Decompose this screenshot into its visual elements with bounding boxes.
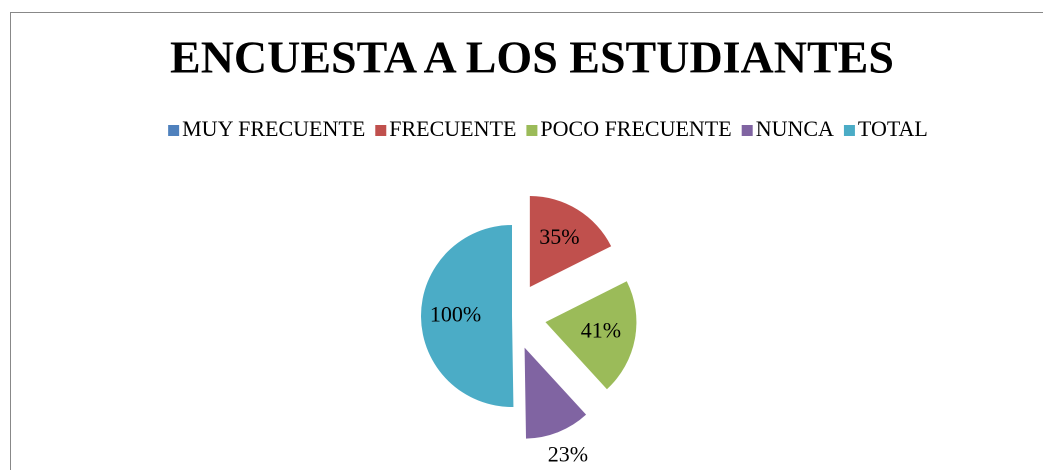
legend-label: MUY FRECUENTE xyxy=(182,116,365,141)
legend-swatch xyxy=(168,125,180,136)
legend-label: FRECUENTE xyxy=(389,116,516,141)
legend-label: TOTAL xyxy=(858,116,928,141)
legend-swatch xyxy=(843,125,855,136)
data-label: 23% xyxy=(548,441,588,466)
pie-slice xyxy=(529,196,612,288)
data-label: 41% xyxy=(581,317,621,342)
legend-swatch xyxy=(526,125,538,136)
data-label: 35% xyxy=(539,224,579,249)
pie-slice xyxy=(421,225,514,407)
legend-label: POCO FRECUENTE xyxy=(540,116,731,141)
pie-slice xyxy=(524,347,587,439)
pie-slice xyxy=(545,281,637,390)
legend-label: NUNCA xyxy=(756,116,834,141)
chart-title: ENCUESTA A LOS ESTUDIANTES xyxy=(170,32,894,83)
legend-swatch xyxy=(741,125,753,136)
data-label: 100% xyxy=(430,301,481,326)
legend-swatch xyxy=(375,125,387,136)
